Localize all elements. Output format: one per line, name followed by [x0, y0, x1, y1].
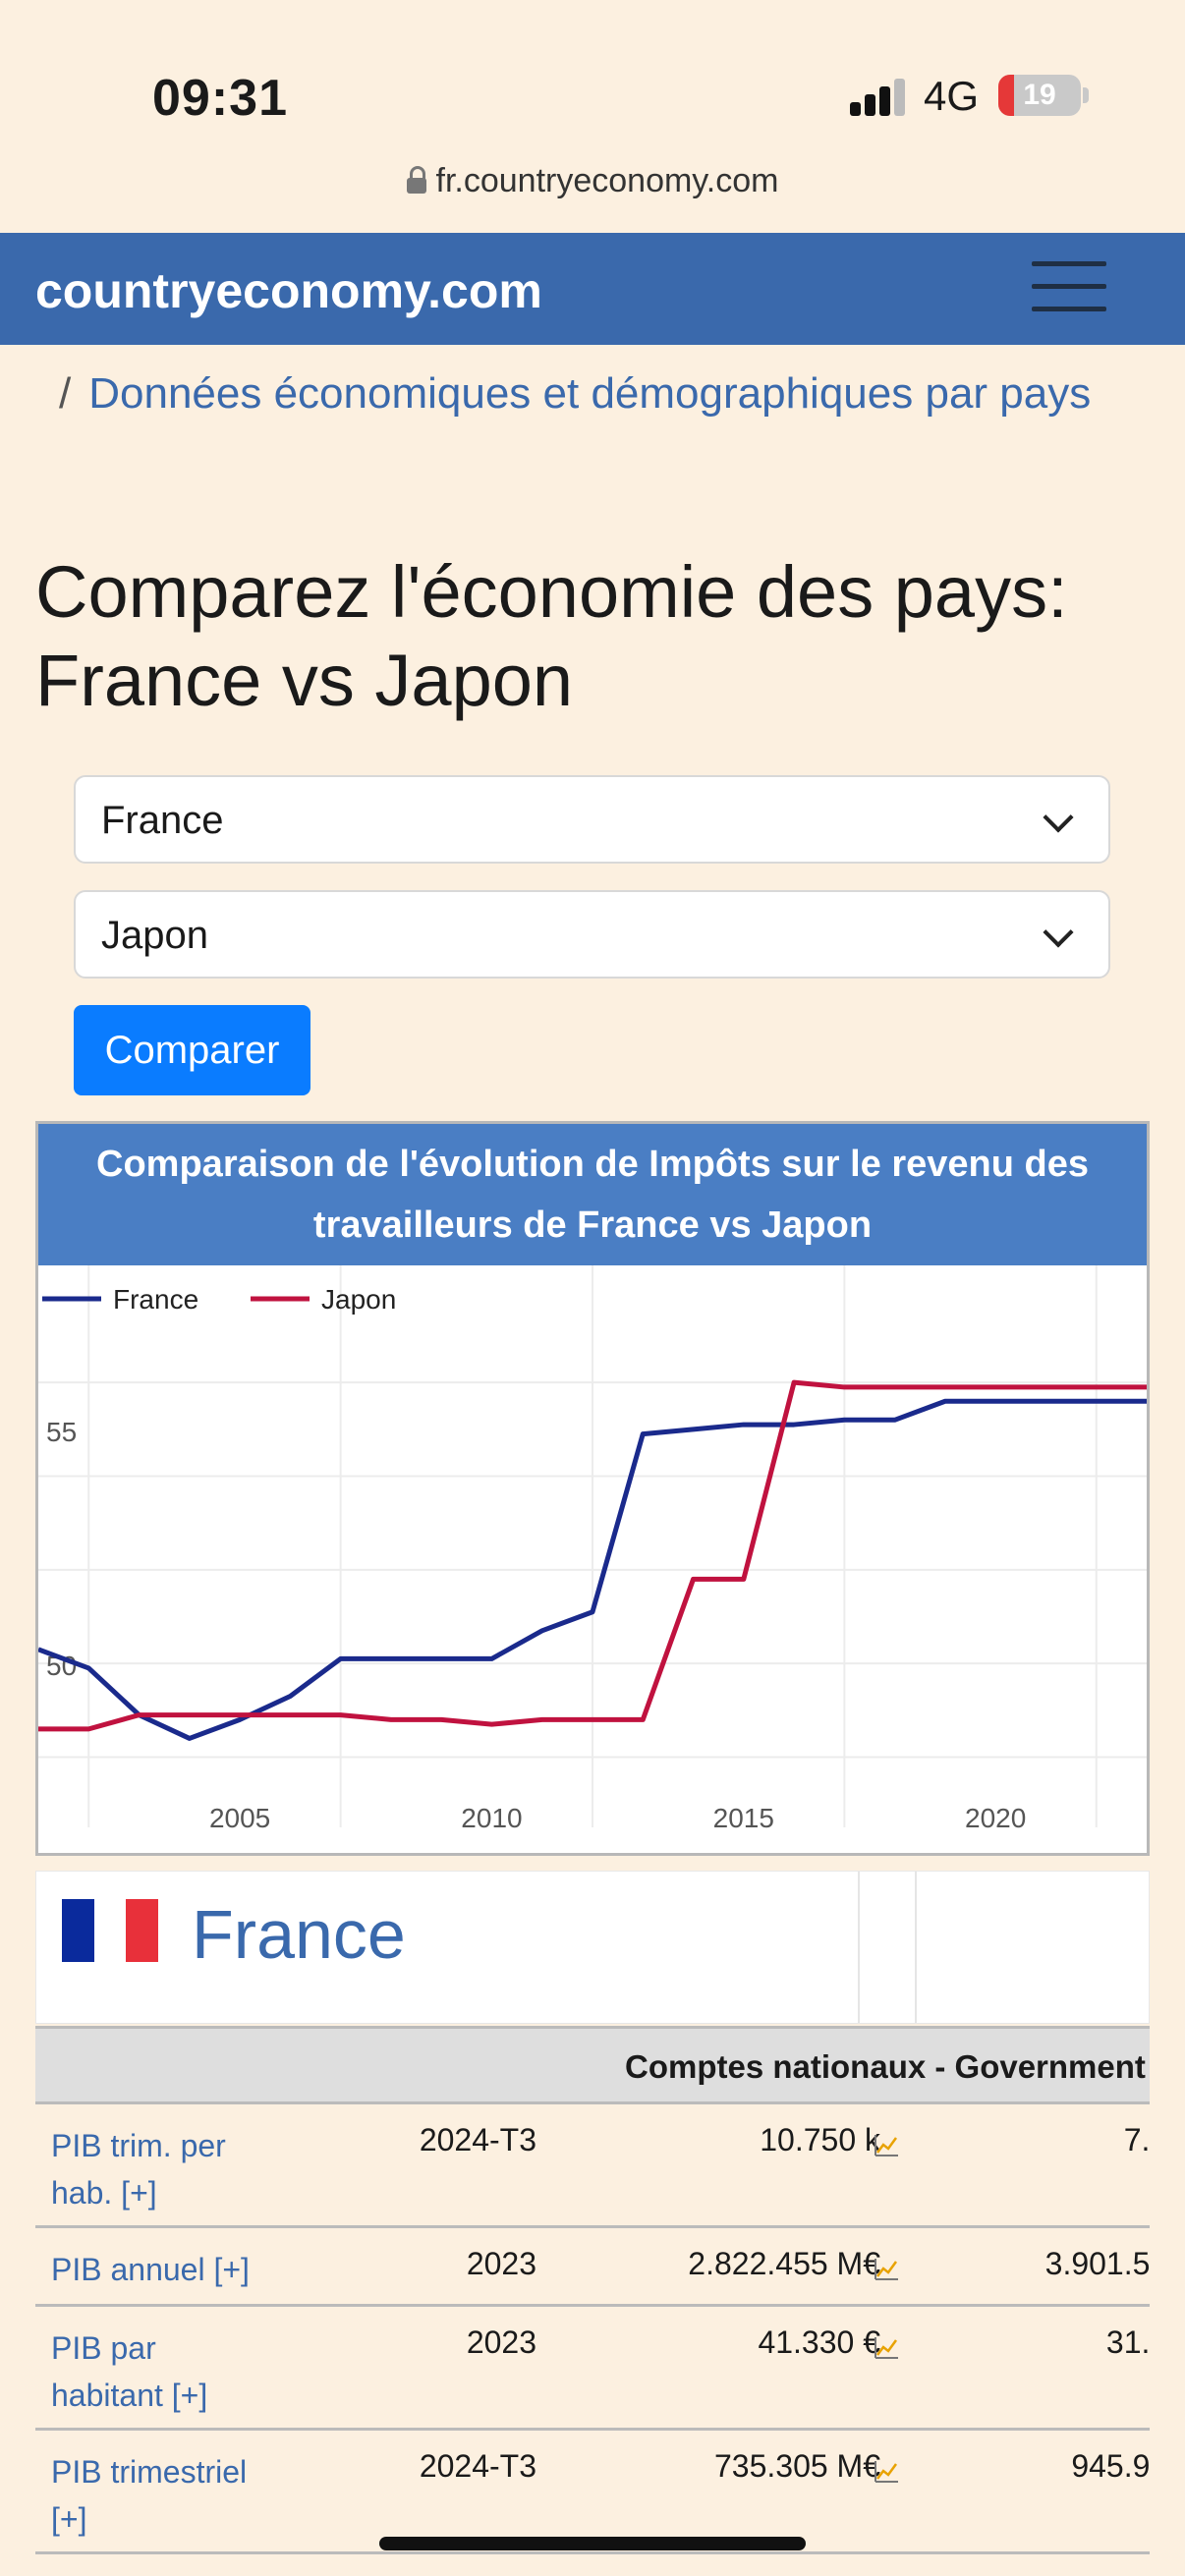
row-value-compare: 3.901.540: [1044, 2246, 1150, 2281]
compare-button[interactable]: Comparer: [74, 1005, 310, 1095]
country2-select[interactable]: Japon: [74, 890, 1110, 979]
chevron-down-icon: [1043, 802, 1074, 833]
france-flag-icon: [62, 1899, 159, 1962]
battery-tip: [1083, 87, 1089, 103]
row-date: 2024-T3: [419, 2448, 536, 2484]
row-value: 735.305 M€: [713, 2448, 880, 2484]
row-label[interactable]: PIB annuel [+]: [51, 2252, 250, 2287]
table-row: PIB annuel [+] 2023 2.822.455 M€ 3.901.540: [35, 2228, 1150, 2307]
chart-trend-icon[interactable]: [873, 2332, 900, 2359]
series-line-japon: [38, 1379, 1147, 1732]
country-title[interactable]: France: [192, 1896, 406, 1973]
network-label: 4G: [924, 73, 980, 119]
x-tick-label: 2020: [965, 1803, 1026, 1833]
row-label[interactable]: PIB trimestriel [+]: [51, 2454, 248, 2537]
country1-value: France: [101, 799, 224, 842]
row-label[interactable]: PIB trim. per hab. [+]: [51, 2128, 226, 2211]
navbar: countryeconomy.com: [0, 233, 1185, 345]
chart-trend-icon[interactable]: [873, 2130, 900, 2156]
url-text: fr.countryeconomy.com: [435, 162, 779, 199]
lock-icon: [406, 166, 426, 194]
legend-label: Japon: [321, 1284, 396, 1315]
signal-icon: [850, 79, 909, 116]
hamburger-menu-icon[interactable]: [1032, 257, 1106, 316]
table-row: PIB trimestriel [+] 2024-T3 735.305 M€ 945.…: [35, 2431, 1150, 2554]
chart-container: Comparaison de l'évolution de Impôts sur…: [35, 1121, 1150, 1856]
table-row: PIB par habitant [+] 2023 41.330 € 31.34: [35, 2307, 1150, 2431]
chart-trend-icon[interactable]: [873, 2254, 900, 2280]
row-date: 2023: [466, 2246, 536, 2281]
status-time: 09:31: [152, 70, 288, 127]
chevron-down-icon: [1043, 917, 1074, 948]
table-header-label: Comptes nationaux - Government: [625, 2048, 1146, 2085]
x-tick-label: 2015: [713, 1803, 774, 1833]
country-header: France: [35, 1871, 1150, 2024]
data-table: Comptes nationaux - Government PIB trim.…: [35, 2026, 1150, 2576]
chart-trend-icon[interactable]: [873, 2456, 900, 2483]
y-tick-label: 55: [46, 1417, 77, 1447]
home-indicator: [379, 2537, 806, 2550]
country1-select[interactable]: France: [74, 775, 1110, 864]
row-value-compare: 945.943: [1071, 2448, 1150, 2484]
row-value: 2.822.455 M€: [688, 2246, 880, 2281]
x-tick-label: 2005: [209, 1803, 270, 1833]
row-date: 2024-T3: [419, 2122, 536, 2157]
table-row: PIB trim. per hab. [+] 2024-T3 10.750 k 7.5…: [35, 2104, 1150, 2228]
row-value: 41.330 €: [758, 2324, 880, 2360]
table-header: Comptes nationaux - Government: [35, 2026, 1150, 2104]
breadcrumb-separator: /: [59, 369, 72, 418]
x-tick-label: 2010: [461, 1803, 522, 1833]
row-label[interactable]: PIB par habitant [+]: [51, 2330, 208, 2413]
row-value-compare: 7.56: [1123, 2122, 1150, 2157]
country2-value: Japon: [101, 914, 208, 957]
legend-label: France: [113, 1284, 198, 1315]
row-date: 2023: [466, 2324, 536, 2360]
battery-level: 19: [1023, 79, 1056, 111]
page-title: Comparez l'économie des pays: France vs …: [35, 551, 1068, 721]
chart-title: Comparaison de l'évolution de Impôts sur…: [38, 1124, 1147, 1265]
site-brand[interactable]: countryeconomy.com: [35, 263, 542, 318]
breadcrumb-link[interactable]: Données économiques et démographiques pa…: [88, 369, 1092, 418]
column-divider: [858, 1872, 860, 2023]
url-bar[interactable]: fr.countryeconomy.com: [0, 162, 1185, 200]
status-bar: 09:31 4G 19: [0, 0, 1185, 167]
column-divider: [915, 1872, 917, 2023]
series-line-france: [38, 1398, 1147, 1741]
battery-icon: 19: [998, 75, 1081, 116]
breadcrumb: / Données économiques et démographiques p…: [59, 359, 1150, 429]
row-value-compare: 31.34: [1105, 2324, 1150, 2360]
row-value: 10.750 k: [760, 2122, 880, 2157]
